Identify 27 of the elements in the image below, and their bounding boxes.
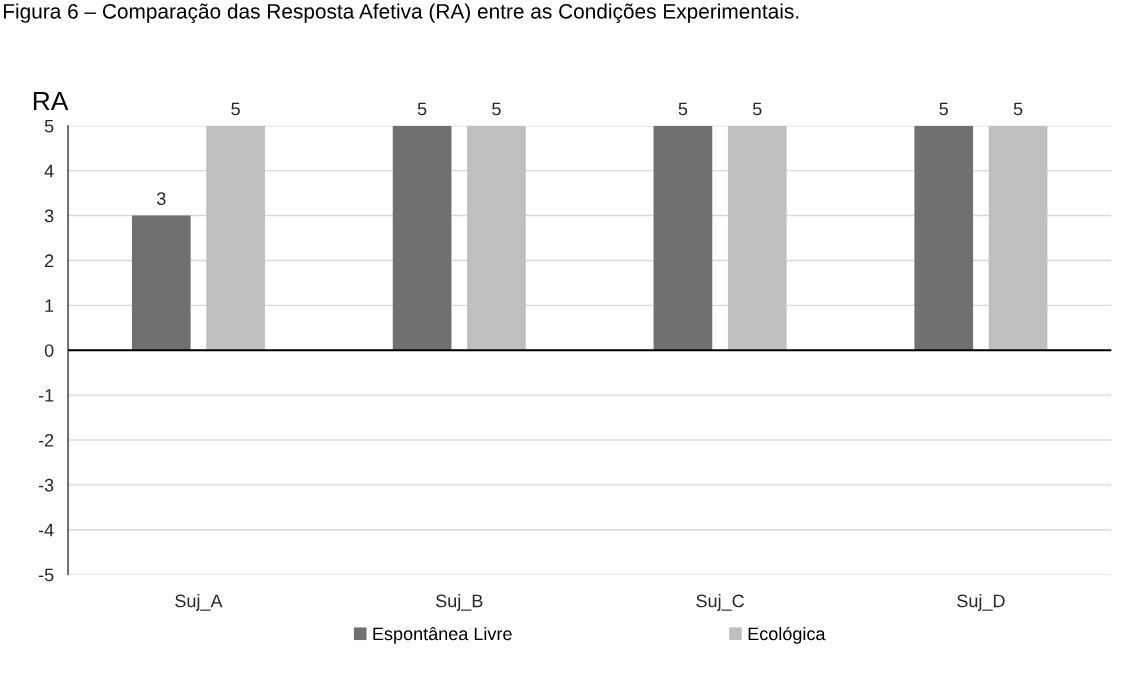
data-label: 5 (939, 102, 949, 116)
x-tick-label: Suj_C (696, 594, 744, 611)
y-tick-label: -2 (38, 433, 54, 447)
y-tick-label: 4 (44, 164, 54, 178)
x-tick-label: Suj_D (957, 594, 1005, 611)
data-label: 5 (231, 102, 240, 116)
y-tick-label: 1 (45, 299, 54, 312)
y-tick-label: -4 (38, 523, 54, 537)
data-label: 5 (752, 102, 762, 116)
legend-label: Ecológica (748, 626, 826, 644)
legend-label: Espontânea Livre (373, 626, 512, 644)
y-axis-title: RA (33, 91, 69, 111)
x-tick-label: Suj_B (436, 594, 483, 611)
data-label: 5 (678, 102, 688, 116)
chart-title: Figura 6 – Comparação das Resposta Afetiva (RA) entre as Condições Experimentais. (3, 3, 799, 23)
y-tick-label: 2 (45, 254, 54, 267)
y-tick-label: 5 (44, 119, 54, 133)
data-label: 5 (417, 102, 427, 116)
y-tick-label: 0 (44, 344, 54, 357)
y-tick-label: -3 (38, 478, 54, 492)
y-tick-label: 3 (44, 209, 54, 223)
y-tick-label: -5 (38, 568, 54, 582)
data-label: 3 (156, 192, 166, 206)
x-tick-label: Suj_A (175, 594, 223, 611)
y-tick-label: -1 (38, 389, 54, 402)
data-label: 5 (492, 102, 501, 116)
data-label: 5 (1013, 102, 1023, 116)
